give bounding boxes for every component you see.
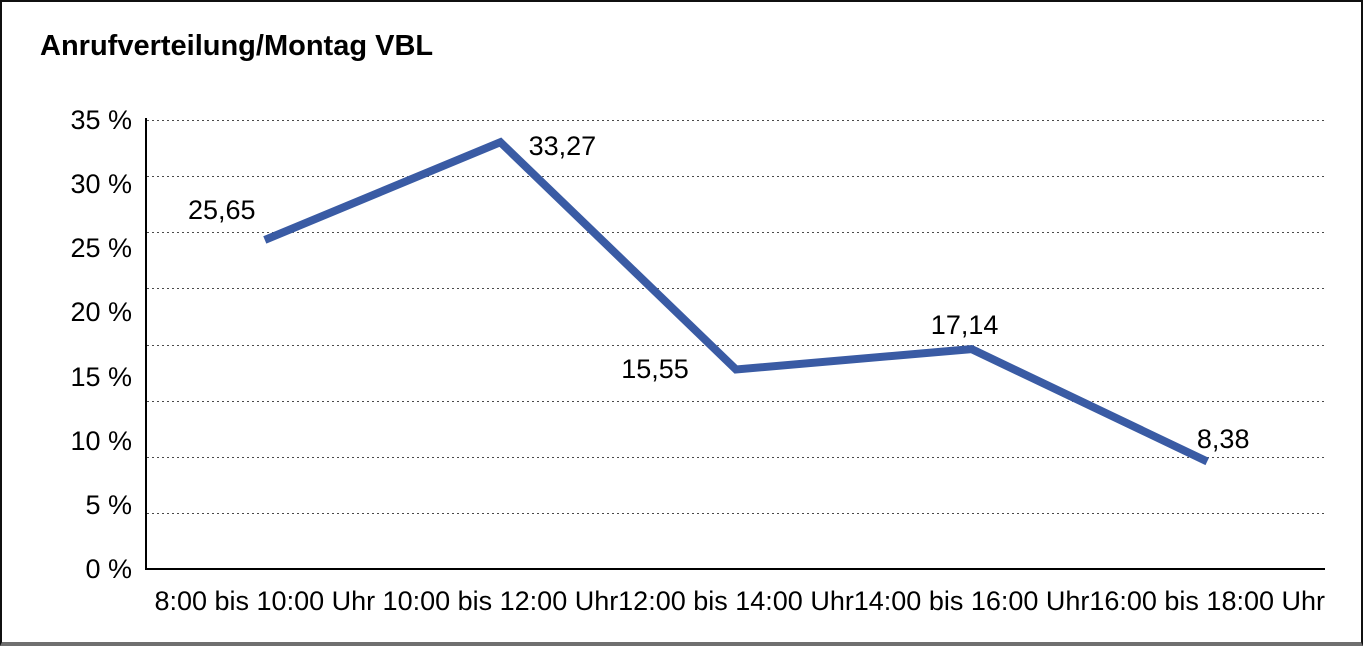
y-axis-tick-label: 25 % bbox=[70, 233, 132, 264]
x-axis-category-label: 12:00 bis 14:00 Uhr bbox=[618, 586, 854, 616]
y-axis-tick-label: 5 % bbox=[85, 489, 132, 520]
data-point-label: 17,14 bbox=[930, 310, 999, 341]
x-axis-line bbox=[145, 568, 1325, 570]
gridline bbox=[147, 401, 1325, 403]
gridline bbox=[147, 513, 1325, 515]
gridline bbox=[147, 457, 1325, 459]
y-axis-tick-label: 35 % bbox=[70, 105, 132, 135]
gridline bbox=[147, 345, 1325, 347]
x-axis-category-label: 14:00 bis 16:00 Uhr bbox=[853, 586, 1090, 616]
gridline bbox=[147, 288, 1325, 290]
y-axis-tick-label: 0 % bbox=[85, 554, 132, 584]
data-point-label: 25,65 bbox=[188, 194, 256, 225]
x-axis-category-label: 8:00 bis 10:00 Uhr bbox=[154, 586, 376, 616]
data-line bbox=[263, 137, 1209, 466]
y-axis-tick-label: 30 % bbox=[70, 169, 132, 200]
y-axis-tick-label: 10 % bbox=[70, 425, 132, 456]
x-axis-category-label: 10:00 bis 12:00 Uhr bbox=[382, 586, 619, 616]
y-axis-line bbox=[145, 118, 147, 570]
chart-title: Anrufverteilung/Montag VBL bbox=[40, 30, 434, 62]
y-axis-tick-label: 15 % bbox=[70, 361, 132, 392]
gridline bbox=[147, 232, 1325, 234]
y-axis-tick-label: 20 % bbox=[70, 297, 132, 328]
data-point-label: 8,38 bbox=[1196, 424, 1250, 455]
x-axis-category-label: 16:00 bis 18:00 Uhr bbox=[1089, 586, 1326, 616]
data-point-label: 15,55 bbox=[621, 353, 689, 384]
data-point-label: 33,27 bbox=[528, 131, 597, 162]
gridline bbox=[147, 120, 1325, 122]
gridline bbox=[147, 176, 1325, 178]
